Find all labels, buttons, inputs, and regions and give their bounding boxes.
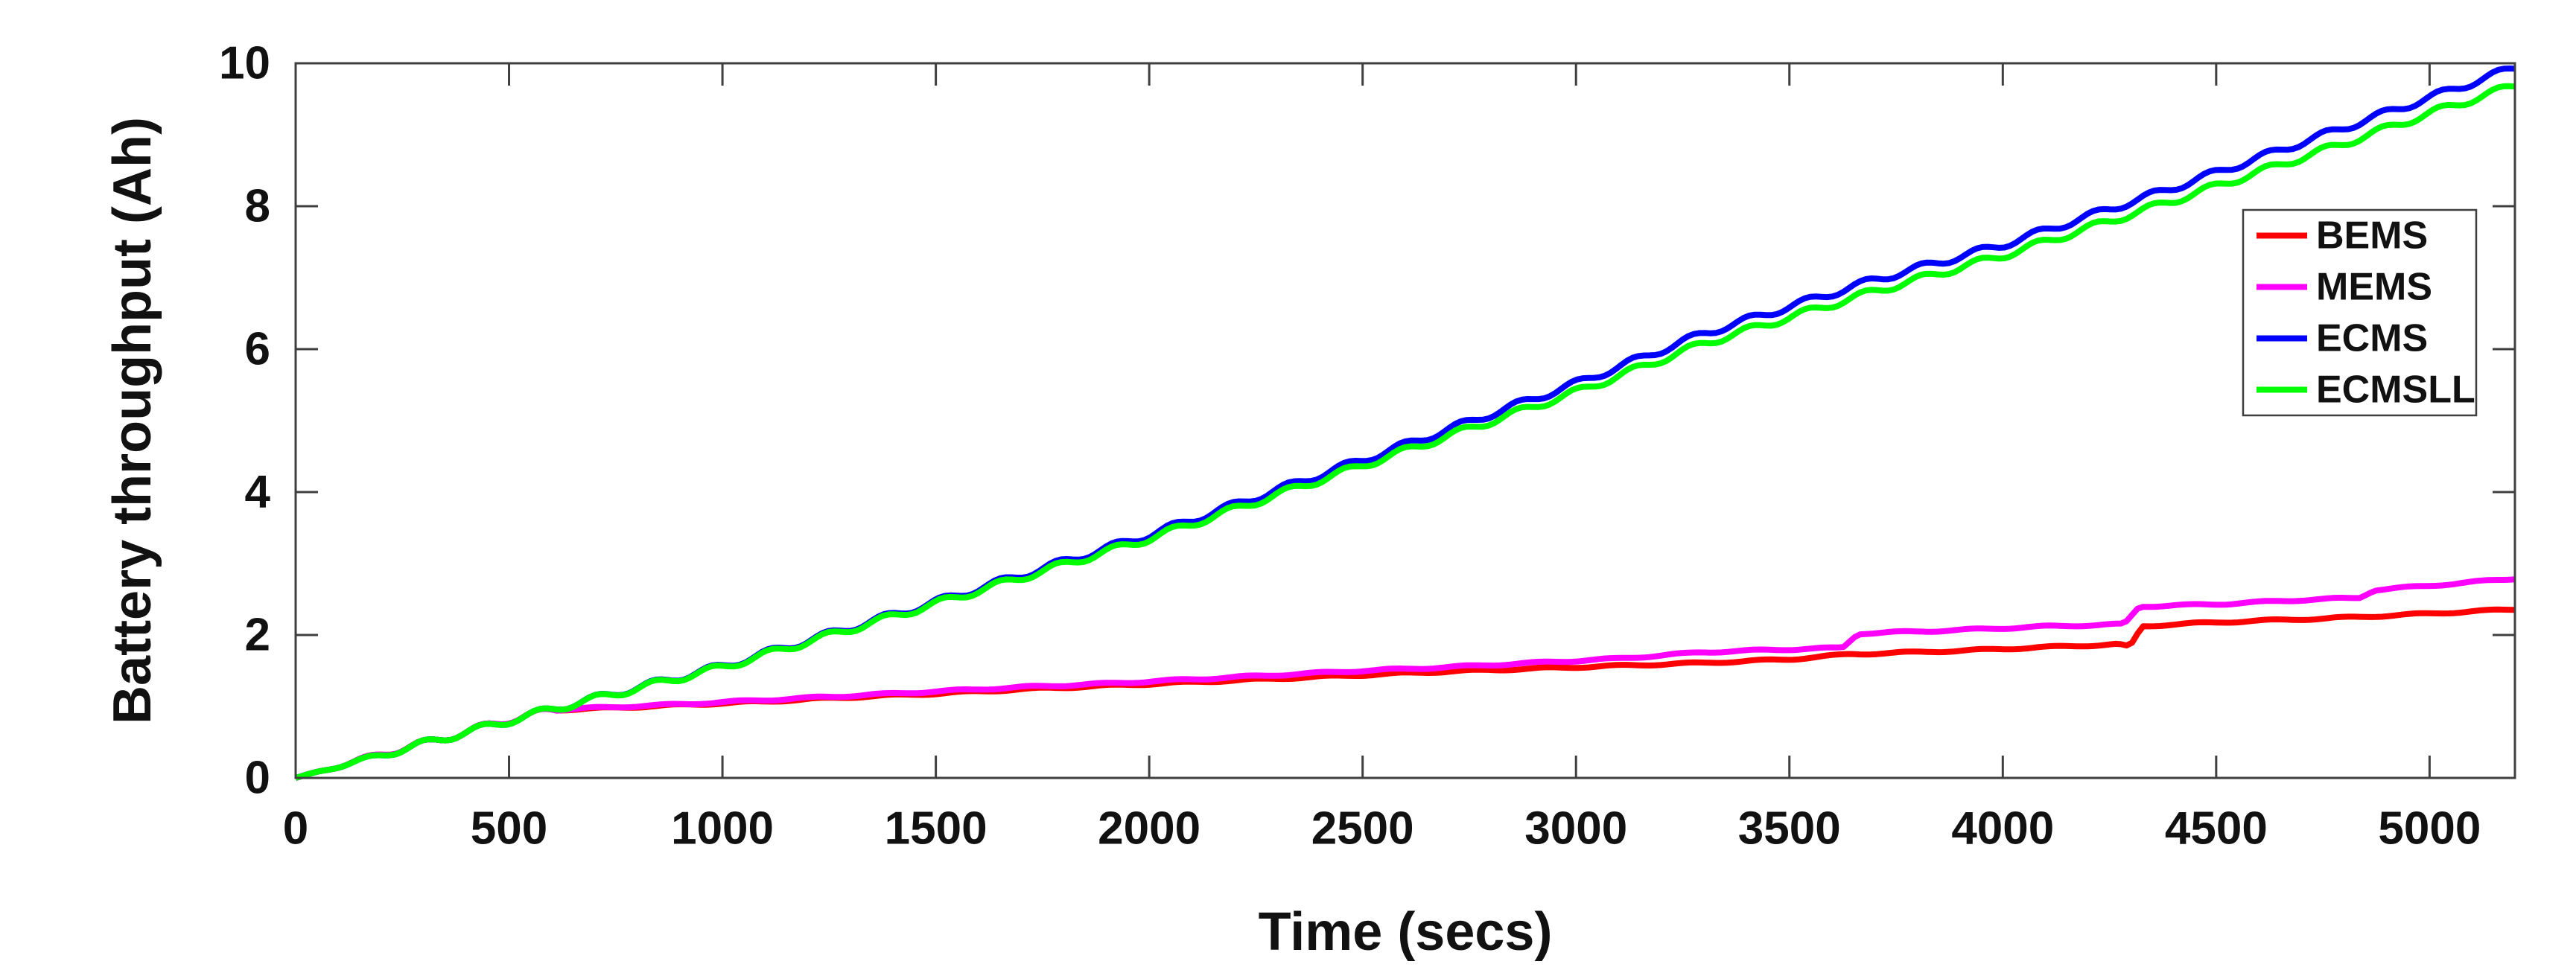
x-tick-label: 1000 [671,803,774,855]
axes-box [294,62,2516,779]
y-axis-label: Battery throughput (Ah) [103,117,162,724]
x-tick-label: 0 [283,803,308,855]
x-axis-label: Time (secs) [1259,902,1553,962]
x-tick-label: 3500 [1738,803,1841,855]
x-tick-label: 500 [471,803,547,855]
x-tick-label: 4000 [1951,803,2054,855]
y-tick-label: 10 [219,38,270,89]
series-mems-line [296,576,2516,781]
series-group [296,66,2516,781]
y-tick-label: 2 [245,610,270,661]
x-tick-label: 4500 [2165,803,2268,855]
x-tick-label: 5000 [2378,803,2481,855]
x-tick-label: 2500 [1311,803,1414,855]
legend-label: MEMS [2316,266,2432,309]
legend-label: ECMSLL [2316,368,2475,412]
y-tick-label: 0 [245,753,270,804]
legend-box [2242,208,2478,417]
y-tick-label: 4 [245,467,271,518]
series-ecmsll-line [296,83,2516,781]
x-tick-label: 3000 [1524,803,1627,855]
legend-label: ECMS [2316,317,2428,360]
y-tick-label: 8 [245,181,270,232]
y-tick-label: 6 [245,324,270,375]
x-tick-label: 2000 [1098,803,1200,855]
x-tick-label: 1500 [885,803,988,855]
legend-label: BEMS [2316,214,2428,258]
